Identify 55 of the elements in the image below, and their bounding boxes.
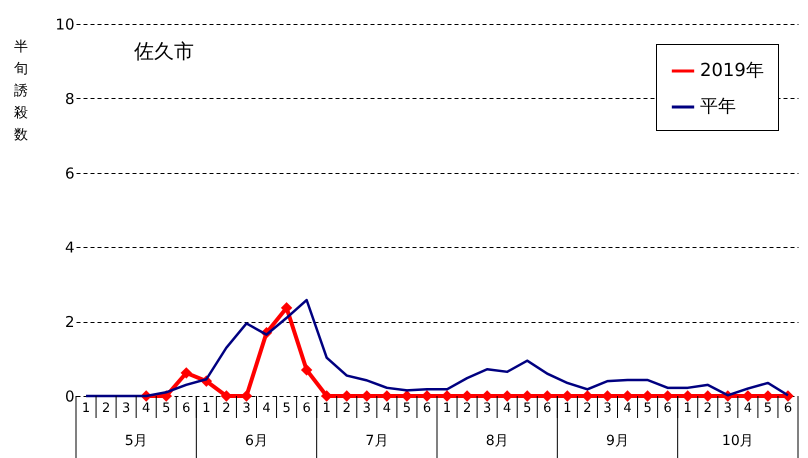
x-tick-label: 1 [442,401,452,416]
text: 9月 [606,433,629,449]
x-tick-label: 6 [784,401,792,416]
x-tick-label: 5 [523,401,532,416]
x-tick-label: 4 [744,401,752,416]
x-tick-label: 5 [764,401,772,416]
x-tick-label: 1 [563,401,572,416]
x-tick-label: 4 [503,401,512,416]
y-axis-title: 半旬誘殺数 [14,39,28,143]
x-tick-label: 3 [122,401,130,416]
x-tick-label: 6 [302,401,311,416]
text: 7月 [365,433,388,449]
x-tick-label: 5 [162,401,170,416]
x-tick-label: 2 [102,401,110,416]
y-tick-label: 6 [64,164,74,182]
x-tick-label: 4 [262,401,271,416]
x-tick-label: 4 [142,401,150,416]
x-tick-label: 1 [82,401,90,416]
x-tick-label: 2 [704,401,712,416]
x-tick-label: 3 [242,401,251,416]
x-tick-label: 1 [322,401,331,416]
x-tick-label: 2 [222,401,231,416]
x-tick-label: 6 [422,401,432,416]
x-tick-label: 3 [483,401,492,416]
x-tick-label: 6 [182,401,190,416]
point [180,367,192,379]
x-tick-label: 6 [664,401,672,416]
x-tick-label: 1 [202,401,210,416]
x-tick-label: 2 [342,401,351,416]
y-tick-label: 8 [64,90,74,108]
x-tick-label: 4 [623,401,632,416]
legend-label: 2019年 [700,60,764,81]
x-tick-label: 3 [362,401,371,416]
legend-label: 平年 [700,96,736,117]
point [280,302,292,314]
x-tick-label: 5 [643,401,652,416]
x-tick-label: 2 [462,401,472,416]
text: 10月 [722,433,754,449]
y-tick-label: 4 [64,238,74,257]
text: 8月 [486,433,509,449]
x-tick-label: 2 [583,401,592,416]
x-tick-label: 3 [603,401,612,416]
point [300,364,312,376]
x-tick-label: 3 [724,401,732,416]
x-tick-label: 5 [282,401,291,416]
x-tick-label: 6 [543,401,552,416]
y-tick-label: 2 [64,313,74,332]
x-tick-label: 5 [402,401,412,416]
x-tick-label: 1 [684,401,692,416]
text: 佐久市 [134,39,194,63]
y-tick-label: 0 [64,388,74,406]
text: 5月 [124,433,148,449]
x-tick-label: 4 [382,401,391,416]
y-tick-label: 10 [55,16,74,34]
text: 6月 [245,433,268,449]
